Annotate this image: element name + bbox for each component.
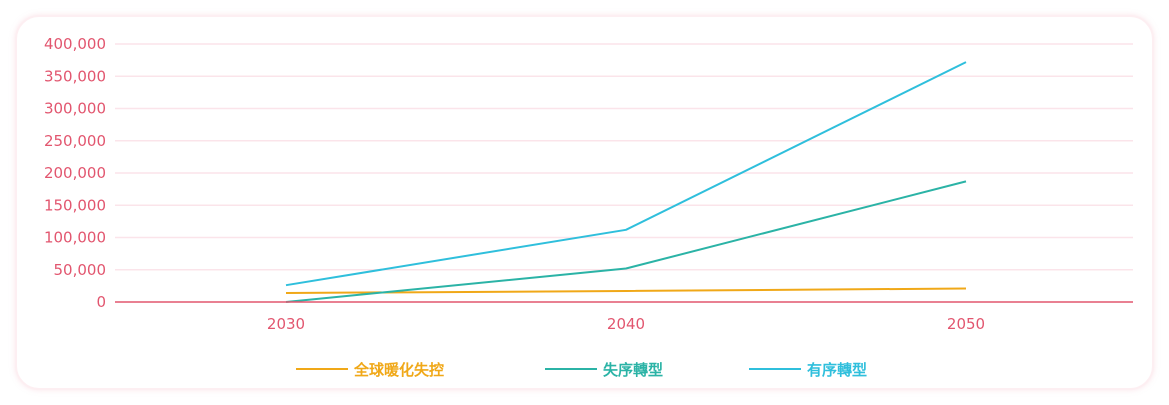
x-tick-label: 2030 bbox=[267, 315, 305, 333]
legend-label[interactable]: 有序轉型 bbox=[807, 361, 867, 379]
y-tick-label: 100,000 bbox=[44, 229, 106, 247]
y-tick-label: 300,000 bbox=[44, 100, 106, 118]
x-tick-label: 2050 bbox=[947, 315, 985, 333]
y-tick-label: 150,000 bbox=[44, 196, 106, 214]
y-tick-label: 50,000 bbox=[54, 261, 107, 279]
series-line[interactable] bbox=[285, 61, 967, 287]
series-line[interactable] bbox=[285, 180, 967, 303]
x-tick-label: 2040 bbox=[607, 315, 645, 333]
legend-label[interactable]: 全球暖化失控 bbox=[353, 361, 444, 379]
legend-label[interactable]: 失序轉型 bbox=[603, 361, 663, 379]
series-line[interactable] bbox=[285, 287, 967, 294]
y-tick-label: 250,000 bbox=[44, 132, 106, 150]
y-tick-label: 350,000 bbox=[44, 67, 106, 85]
y-tick-label: 400,000 bbox=[44, 35, 106, 53]
chart-card bbox=[15, 15, 1154, 390]
y-tick-label: 0 bbox=[96, 293, 106, 311]
y-tick-label: 200,000 bbox=[44, 164, 106, 182]
